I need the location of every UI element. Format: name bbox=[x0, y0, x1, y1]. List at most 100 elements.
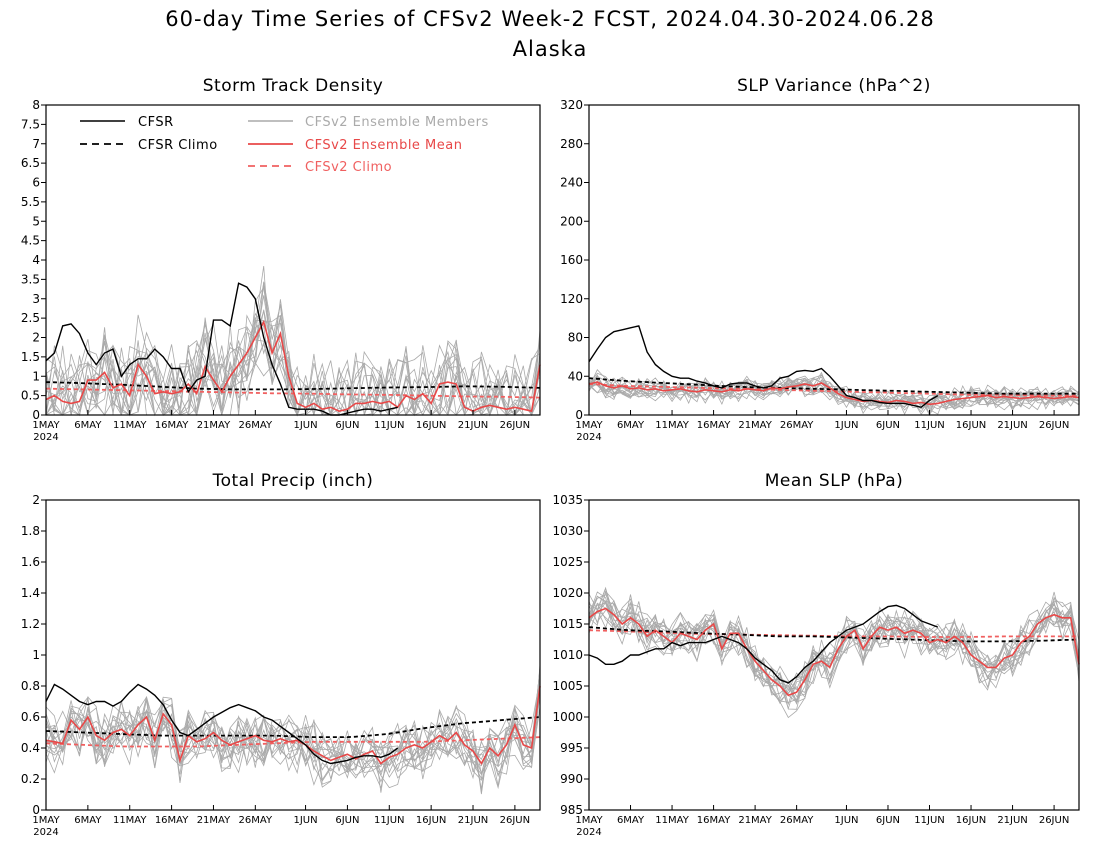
ensemble-member-line bbox=[45, 678, 541, 789]
y-tick-label: 3.5 bbox=[21, 272, 40, 286]
figure-title: 60-day Time Series of CFSv2 Week-2 FCST,… bbox=[165, 7, 934, 31]
x-tick-label: 16JUN bbox=[956, 420, 986, 431]
y-tick-label: 1.4 bbox=[21, 586, 40, 600]
x-tick-label: 6MAY bbox=[74, 815, 102, 826]
x-tick-label: 1MAY bbox=[32, 420, 60, 431]
x-tick-label: 1MAY bbox=[575, 420, 603, 431]
ensemble-member-line bbox=[45, 669, 541, 788]
x-tick-label: 1JUN bbox=[293, 815, 317, 826]
ensemble-members bbox=[588, 368, 1080, 416]
y-tick-label: 1.5 bbox=[21, 350, 40, 364]
y-tick-label: 985 bbox=[560, 803, 583, 817]
x-tick-label: 6MAY bbox=[617, 420, 645, 431]
y-tick-label: 6 bbox=[32, 176, 40, 190]
ensemble-member-line bbox=[45, 667, 541, 789]
y-tick-label: 995 bbox=[560, 741, 583, 755]
x-tick-label: 6JUN bbox=[335, 420, 359, 431]
x-tick-label: 26MAY bbox=[780, 420, 814, 431]
y-tick-label: 990 bbox=[560, 772, 583, 786]
x-tick-label: 1MAY bbox=[32, 815, 60, 826]
ensemble-member-line bbox=[45, 695, 541, 783]
cfsr-line bbox=[45, 683, 399, 765]
ensemble-member-line bbox=[45, 704, 541, 779]
y-tick-label: 1 bbox=[32, 369, 40, 383]
ensemble-mean-line bbox=[588, 607, 1080, 697]
cfsr-line bbox=[588, 325, 939, 409]
y-tick-label: 5 bbox=[32, 214, 40, 228]
x-tick-label: 26JUN bbox=[500, 815, 530, 826]
y-tick-label: 1.8 bbox=[21, 524, 40, 538]
y-tick-label: 1.6 bbox=[21, 555, 40, 569]
x-tick-label: 16MAY bbox=[697, 815, 731, 826]
cfsv2-climo-line bbox=[45, 387, 541, 399]
y-tick-label: 200 bbox=[560, 214, 583, 228]
ensemble-mean-line bbox=[45, 319, 541, 413]
ensemble-member-line bbox=[45, 669, 541, 793]
x-tick-label: 11MAY bbox=[113, 815, 147, 826]
ensemble-member-line bbox=[45, 312, 541, 417]
ensemble-member-line bbox=[45, 317, 541, 417]
ensemble-member-line bbox=[45, 314, 541, 416]
y-tick-label: 4.5 bbox=[21, 234, 40, 248]
x-tick-label: 11JUN bbox=[374, 815, 404, 826]
legend-label-cfsr-climo: CFSR Climo bbox=[138, 138, 218, 153]
y-tick-label: 0.8 bbox=[21, 679, 40, 693]
x-tick-label: 16MAY bbox=[155, 815, 189, 826]
ensemble-members bbox=[588, 586, 1080, 719]
cfsr-climo-line bbox=[588, 626, 1080, 643]
x-tick-label: 6JUN bbox=[335, 815, 359, 826]
panel-slp-variance: SLP Variance (hPa^2) 0 40 80 120 160 200 240 280… bbox=[560, 76, 1080, 443]
y-tick-label: 120 bbox=[560, 292, 583, 306]
x-tick-label: 26MAY bbox=[239, 815, 273, 826]
ensemble-member-line bbox=[588, 593, 1080, 703]
y-tick-label: 1005 bbox=[552, 679, 583, 693]
y-tick-label: 4 bbox=[32, 253, 40, 267]
y-tick-label: 40 bbox=[568, 369, 583, 383]
y-tick-label: 0 bbox=[32, 803, 40, 817]
x-tick-label: 26MAY bbox=[780, 815, 814, 826]
x-tick-year: 2024 bbox=[576, 432, 601, 443]
x-tick-label: 21JUN bbox=[458, 420, 488, 431]
legend-label-members: CFSv2 Ensemble Members bbox=[305, 115, 489, 130]
cfsr-line bbox=[588, 604, 939, 684]
y-tick-label: 8 bbox=[32, 98, 40, 112]
ensemble-member-line bbox=[588, 377, 1080, 411]
x-tick-label: 6JUN bbox=[876, 815, 900, 826]
y-tick-label: 1025 bbox=[552, 555, 583, 569]
y-tick-label: 320 bbox=[560, 98, 583, 112]
y-tick-label: 1 bbox=[32, 648, 40, 662]
ensemble-member-line bbox=[588, 601, 1080, 710]
ensemble-member-line bbox=[588, 377, 1080, 409]
y-tick-label: 80 bbox=[568, 331, 583, 345]
y-tick-label: 3 bbox=[32, 292, 40, 306]
y-tick-label: 0 bbox=[32, 408, 40, 422]
x-tick-label: 21MAY bbox=[197, 815, 231, 826]
x-tick-label: 21MAY bbox=[197, 420, 231, 431]
x-tick-label: 1MAY bbox=[575, 815, 603, 826]
y-tick-label: 240 bbox=[560, 176, 583, 190]
y-tick-label: 160 bbox=[560, 253, 583, 267]
ensemble-member-line bbox=[588, 587, 1080, 700]
panel-mean-slp: Mean SLP (hPa) 985 990 995 1000 1005 1010 1015 1… bbox=[552, 471, 1080, 838]
y-tick-label: 1035 bbox=[552, 493, 583, 507]
legend-label-cfsv2-climo: CFSv2 Climo bbox=[305, 160, 392, 175]
x-tick-label: 11JUN bbox=[914, 815, 944, 826]
x-tick-label: 26JUN bbox=[500, 420, 530, 431]
x-tick-label: 11MAY bbox=[655, 420, 689, 431]
x-tick-year: 2024 bbox=[33, 827, 58, 838]
y-tick-label: 2 bbox=[32, 331, 40, 345]
ensemble-member-line bbox=[45, 709, 541, 790]
ensemble-member-line bbox=[588, 602, 1080, 691]
x-tick-label: 26MAY bbox=[239, 420, 273, 431]
cfsv2-climo-line bbox=[588, 629, 1079, 638]
y-tick-label: 0.6 bbox=[21, 710, 40, 724]
y-tick-label: 1020 bbox=[552, 586, 583, 600]
x-tick-label: 16MAY bbox=[155, 420, 189, 431]
y-tick-label: 1010 bbox=[552, 648, 583, 662]
ensemble-mean-line bbox=[45, 685, 541, 766]
x-tick-year: 2024 bbox=[33, 432, 58, 443]
x-tick-label: 1JUN bbox=[834, 420, 858, 431]
x-tick-label: 11MAY bbox=[655, 815, 689, 826]
x-tick-label: 6JUN bbox=[876, 420, 900, 431]
y-tick-label: 1000 bbox=[552, 710, 583, 724]
